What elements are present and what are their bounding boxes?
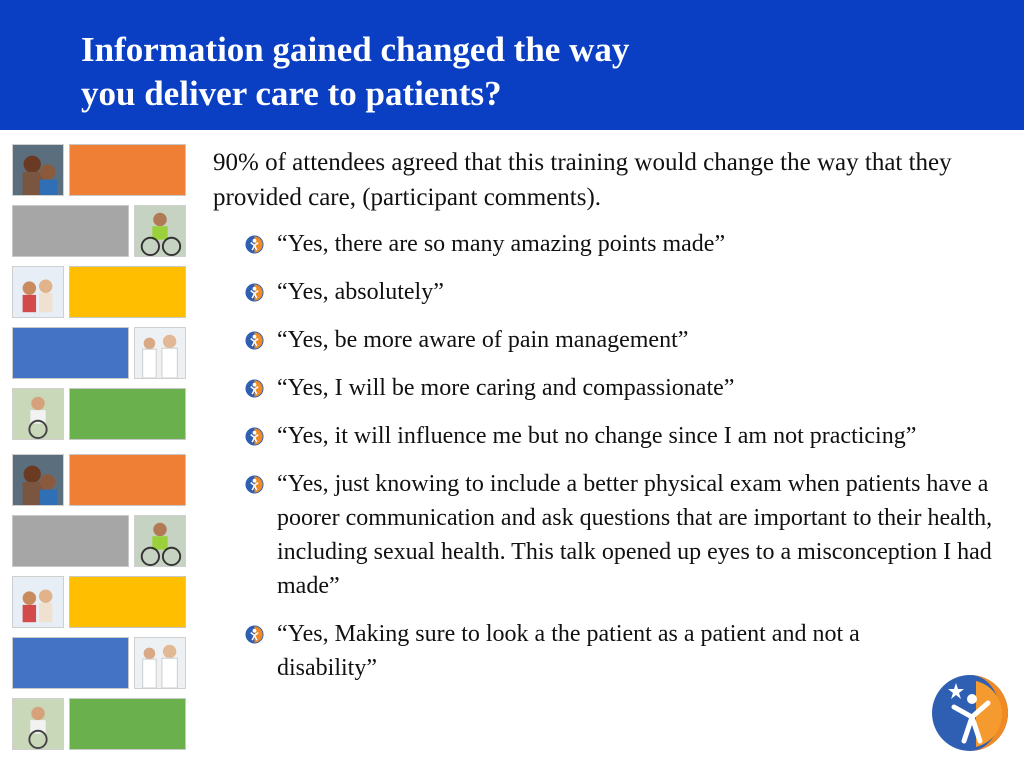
- comment-text: “Yes, be more aware of pain management”: [277, 327, 689, 353]
- person-figure-bullet-icon: [245, 235, 264, 254]
- comment-item: “Yes, just knowing to include a better p…: [245, 467, 1003, 603]
- comment-text: “Yes, Making sure to look a the patient …: [277, 621, 860, 681]
- comment-item: “Yes, I will be more caring and compassi…: [245, 371, 1003, 405]
- color-tile-yellow: [69, 266, 186, 318]
- title-line-1: Information gained changed the way: [81, 30, 630, 69]
- color-tile-orange: [69, 144, 186, 196]
- page-title: Information gained changed the way you d…: [81, 28, 981, 116]
- intro-text: 90% of attendees agreed that this traini…: [213, 149, 952, 211]
- color-tile-gray-2: [12, 515, 129, 567]
- photo-medical-staff: [134, 327, 186, 379]
- photo-children-reading-2: [12, 576, 64, 628]
- comment-item: “Yes, it will influence me but no change…: [245, 419, 1003, 453]
- photo-caregiver-child-2: [12, 454, 64, 506]
- color-tile-blue-2: [12, 637, 129, 689]
- photo-children-reading: [12, 266, 64, 318]
- comment-item: “Yes, be more aware of pain management”: [245, 323, 1003, 357]
- color-tile-yellow-2: [69, 576, 186, 628]
- comment-item: “Yes, there are so many amazing points m…: [245, 227, 1003, 261]
- title-line-2: you deliver care to patients?: [81, 74, 502, 113]
- title-banner: Information gained changed the way you d…: [0, 0, 1024, 130]
- photo-wheelchair-user: [12, 388, 64, 440]
- slide-body: 90% of attendees agreed that this traini…: [213, 145, 1003, 699]
- photo-wheelchair-athlete-2: [134, 515, 186, 567]
- comment-text: “Yes, just knowing to include a better p…: [277, 471, 993, 599]
- photo-caregiver-child: [12, 144, 64, 196]
- photo-medical-staff-2: [134, 637, 186, 689]
- comment-text: “Yes, it will influence me but no change…: [277, 423, 917, 449]
- photo-wheelchair-athlete: [134, 205, 186, 257]
- person-figure-bullet-icon: [245, 331, 264, 350]
- photo-wheelchair-user-2: [12, 698, 64, 750]
- comment-list: “Yes, there are so many amazing points m…: [213, 227, 1003, 685]
- color-tile-green-2: [69, 698, 186, 750]
- person-figure-bullet-icon: [245, 475, 264, 494]
- color-tile-blue: [12, 327, 129, 379]
- comment-item: “Yes, Making sure to look a the patient …: [245, 617, 917, 685]
- person-figure-bullet-icon: [245, 427, 264, 446]
- color-tile-gray: [12, 205, 129, 257]
- comment-text: “Yes, there are so many amazing points m…: [277, 231, 726, 257]
- person-figure-bullet-icon: [245, 379, 264, 398]
- color-tile-green: [69, 388, 186, 440]
- comment-text: “Yes, absolutely”: [277, 279, 444, 305]
- person-figure-bullet-icon: [245, 283, 264, 302]
- organization-logo-icon: [932, 675, 1008, 751]
- color-tile-orange-2: [69, 454, 186, 506]
- person-figure-bullet-icon: [245, 625, 264, 644]
- comment-text: “Yes, I will be more caring and compassi…: [277, 375, 735, 401]
- comment-item: “Yes, absolutely”: [245, 275, 1003, 309]
